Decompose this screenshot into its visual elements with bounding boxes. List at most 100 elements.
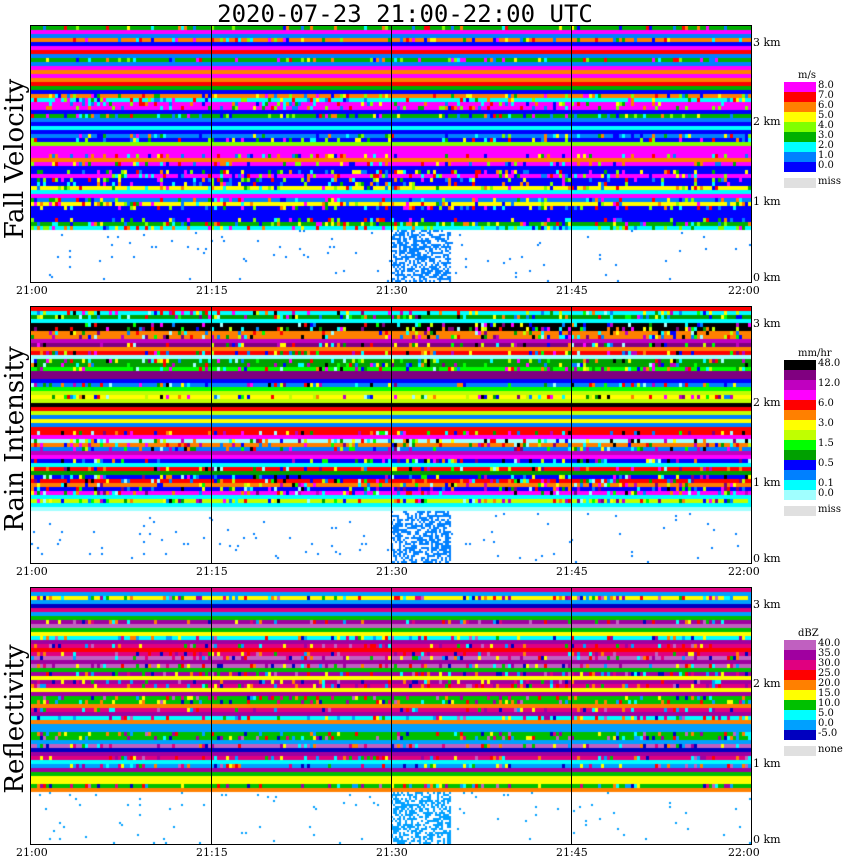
- x-tick-label: 21:30: [376, 846, 408, 859]
- legend-swatch: [784, 102, 816, 112]
- legend-label: 6.0: [818, 100, 834, 111]
- gridline-vertical: [571, 307, 572, 563]
- legend-swatch: [784, 122, 816, 132]
- legend-swatch: [784, 690, 816, 700]
- legend-swatch: [784, 470, 816, 480]
- legend-label: 4.0: [818, 120, 834, 131]
- legend-swatch: [784, 650, 816, 660]
- y-tick-label: 1 km: [753, 476, 781, 489]
- legend-swatch: [784, 162, 816, 172]
- plot-rain-intensity: [30, 306, 752, 564]
- legend-swatch: [784, 720, 816, 730]
- legend-swatch: [784, 370, 816, 380]
- legend-swatch: [784, 450, 816, 460]
- y-tick-label: 0 km: [753, 833, 781, 846]
- legend-swatch: [784, 82, 816, 92]
- legend-swatch: [784, 460, 816, 470]
- legend-label: 0.0: [818, 718, 834, 729]
- gridline-vertical: [391, 588, 392, 844]
- legend-label: 0.0: [818, 488, 834, 499]
- gridline-vertical: [391, 26, 392, 282]
- gridline-vertical: [391, 307, 392, 563]
- legend-label: -5.0: [818, 728, 838, 739]
- x-tick-label: 21:45: [556, 284, 588, 297]
- legend-label: 10.0: [818, 698, 841, 709]
- legend-label: 15.0: [818, 688, 841, 699]
- panel-label-reflectivity: Reflectivity: [0, 644, 30, 794]
- legend-label: 5.0: [818, 708, 834, 719]
- legend-swatch: [784, 680, 816, 690]
- legend-swatch: [784, 390, 816, 400]
- x-tick-label: 21:45: [556, 565, 588, 578]
- legend-swatch: [784, 700, 816, 710]
- gridline-vertical: [211, 307, 212, 563]
- legend-label: 25.0: [818, 668, 841, 679]
- legend-label: 5.0: [818, 110, 834, 121]
- legend-swatch: [784, 132, 816, 142]
- legend-swatch: [784, 360, 816, 370]
- legend-label: 3.0: [818, 130, 834, 141]
- legend-label: 0.0: [818, 160, 834, 171]
- y-tick-label: 2 km: [753, 396, 781, 409]
- legend-swatch: [784, 746, 816, 756]
- legend-unit: mm/hr: [798, 348, 832, 359]
- panel-label-fall-velocity: Fall Velocity: [0, 78, 30, 240]
- legend-label: 0.1: [818, 478, 834, 489]
- legend-swatch: [784, 710, 816, 720]
- y-tick-label: 1 km: [753, 757, 781, 770]
- x-tick-label: 22:00: [728, 565, 760, 578]
- legend-label: 12.0: [818, 378, 841, 389]
- legend-label: 35.0: [818, 648, 841, 659]
- gridline-vertical: [211, 588, 212, 844]
- legend-label: 1.0: [818, 150, 834, 161]
- legend-swatch: [784, 112, 816, 122]
- legend-label: 2.0: [818, 140, 834, 151]
- plot-reflectivity: [30, 587, 752, 845]
- legend-label: 8.0: [818, 80, 834, 91]
- chart-title: 2020-07-23 21:00-22:00 UTC: [217, 0, 593, 28]
- gridline-vertical: [571, 26, 572, 282]
- x-tick-label: 21:45: [556, 846, 588, 859]
- x-tick-label: 21:00: [16, 846, 48, 859]
- y-tick-label: 3 km: [753, 317, 781, 330]
- legend-swatch: [784, 640, 816, 650]
- legend-swatch: [784, 480, 816, 490]
- legend-label: 30.0: [818, 658, 841, 669]
- y-tick-label: 3 km: [753, 36, 781, 49]
- plot-fall-velocity: [30, 25, 752, 283]
- legend-label: 0.5: [818, 458, 834, 469]
- legend-label: 20.0: [818, 678, 841, 689]
- legend-swatch: [784, 490, 816, 500]
- legend-label: 1.5: [818, 438, 834, 449]
- legend-swatch: [784, 142, 816, 152]
- legend-label: 7.0: [818, 90, 834, 101]
- legend-swatch: [784, 440, 816, 450]
- legend-swatch: [784, 152, 816, 162]
- legend-label: miss: [818, 504, 841, 515]
- legend-label: 3.0: [818, 418, 834, 429]
- legend-swatch: [784, 400, 816, 410]
- legend-swatch: [784, 430, 816, 440]
- legend-swatch: [784, 410, 816, 420]
- legend-label: 6.0: [818, 398, 834, 409]
- x-tick-label: 22:00: [728, 846, 760, 859]
- legend-swatch: [784, 380, 816, 390]
- y-tick-label: 0 km: [753, 552, 781, 565]
- y-tick-label: 2 km: [753, 115, 781, 128]
- legend-swatch: [784, 178, 816, 188]
- legend-label: 48.0: [818, 358, 841, 369]
- y-tick-label: 2 km: [753, 677, 781, 690]
- legend-unit: dBZ: [798, 628, 819, 639]
- y-tick-label: 3 km: [753, 598, 781, 611]
- x-tick-label: 22:00: [728, 284, 760, 297]
- legend-swatch: [784, 506, 816, 516]
- legend-label: none: [818, 744, 843, 755]
- legend-swatch: [784, 660, 816, 670]
- x-tick-label: 21:15: [196, 284, 228, 297]
- x-tick-label: 21:30: [376, 284, 408, 297]
- panel-label-rain-intensity: Rain Intensity: [0, 346, 30, 532]
- legend-label: miss: [818, 176, 841, 187]
- legend-label: 40.0: [818, 638, 841, 649]
- x-tick-label: 21:30: [376, 565, 408, 578]
- gridline-vertical: [571, 588, 572, 844]
